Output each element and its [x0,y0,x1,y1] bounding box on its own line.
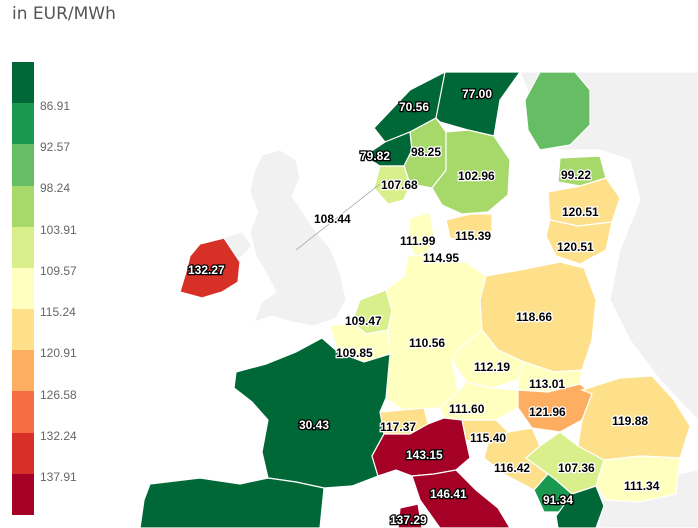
price-label-se4: 102.96 [458,169,495,183]
legend-label: 126.58 [40,388,77,402]
region-fi [524,71,591,151]
color-legend [12,62,34,516]
region-it-n [371,417,471,477]
price-label-ee: 99.22 [561,168,591,182]
region-lt [545,219,613,265]
price-label-pl: 118.66 [516,310,552,324]
price-label-gb: 108.44 [314,212,351,226]
price-label-bg: 111.34 [624,479,660,493]
legend-swatch-3 [12,185,34,228]
price-label-it-c: 146.41 [430,487,467,501]
region-dk2 [445,213,493,243]
price-label-no4: 77.00 [462,87,492,101]
price-label-de-n: 114.95 [423,251,459,265]
price-label-sk: 113.01 [529,377,565,391]
legend-swatch-0 [12,62,34,104]
legend-label: 86.91 [40,99,71,113]
price-label-cz: 112.19 [474,360,510,374]
region-se4 [431,129,511,215]
price-label-be: 109.85 [336,346,373,360]
legend-label: 115.24 [40,305,76,319]
price-label-no2: 107.68 [381,178,418,192]
legend-swatch-4 [12,226,34,269]
legend-label: 98.24 [40,181,71,195]
legend-swatch-8 [12,391,34,434]
price-label-no3: 70.56 [399,100,429,114]
legend-label: 137.91 [40,470,77,484]
price-label-nl: 109.47 [345,314,382,328]
legend-label: 120.91 [40,346,77,360]
region-bg [595,455,681,503]
price-label-ro: 119.88 [612,414,648,428]
legend-label: 109.57 [40,264,77,278]
legend-swatch-2 [12,144,34,187]
price-label-it-n: 143.15 [406,448,443,462]
price-label-it-sard: 137.29 [390,513,427,527]
price-label-ch: 117.37 [380,420,416,434]
region-es [139,477,325,528]
legend-swatch-6 [12,309,34,351]
land-russia-east [519,71,698,421]
legend-swatch-7 [12,350,34,392]
land-britain [249,149,347,327]
legend-label: 92.57 [40,140,71,154]
price-label-lt: 120.51 [557,240,594,254]
price-label-dk2: 115.39 [455,229,491,243]
price-label-se3: 98.25 [411,145,441,159]
unit-label: in EUR/MWh [12,4,116,24]
price-label-hr: 116.42 [494,461,530,475]
price-label-ba: 91.34 [543,493,573,507]
price-label-de: 110.56 [409,336,445,350]
price-label-ie: 132.27 [188,263,225,277]
price-label-fr: 30.43 [299,418,329,432]
leader-line-gb [295,183,381,251]
price-label-lv: 120.51 [562,205,599,219]
legend-swatch-1 [12,103,34,145]
region-ie [179,237,241,299]
legend-label: 103.91 [40,223,77,237]
region-it-c [411,469,511,528]
region-me [555,485,605,528]
price-label-si: 115.40 [470,431,506,445]
price-label-at: 111.60 [449,402,485,416]
legend-swatch-9 [12,432,34,475]
price-label-dk1: 111.99 [400,234,436,248]
region-no2 [373,165,411,205]
price-label-rs: 107.36 [558,461,595,475]
legend-swatch-10 [12,473,34,516]
legend-label: 132.24 [40,429,77,443]
price-label-no1: 79.82 [360,149,390,163]
region-it-sard [397,503,423,528]
legend-swatch-5 [12,267,34,310]
price-label-hu: 121.96 [529,405,566,419]
